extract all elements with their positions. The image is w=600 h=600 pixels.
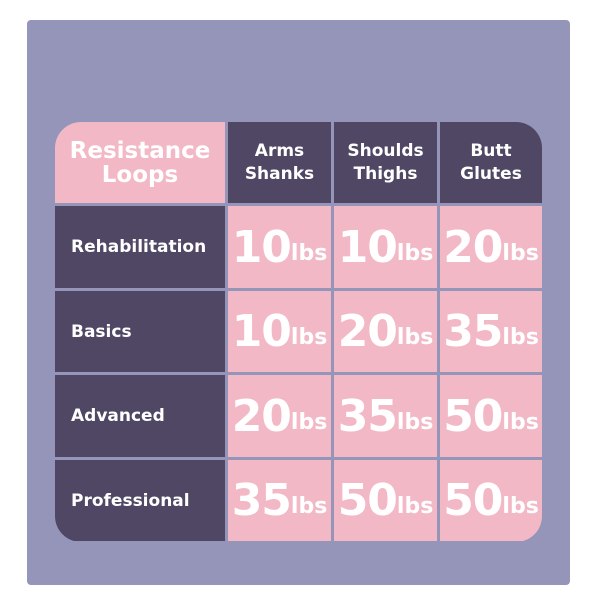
header-text: Butt <box>470 140 512 161</box>
value-unit: lbs <box>396 410 434 435</box>
row-header: Rehabilitation <box>55 206 225 288</box>
value-unit: lbs <box>396 325 434 350</box>
column-header: Arms Shanks <box>228 122 331 203</box>
value-cell: 50 lbs <box>334 460 437 541</box>
value-number: 50 <box>443 475 503 526</box>
value-cell: 35 lbs <box>440 291 542 372</box>
value-unit: lbs <box>290 494 328 519</box>
value-unit: lbs <box>502 410 539 435</box>
value-number: 50 <box>443 390 503 442</box>
value-cell: 50 lbs <box>440 375 542 457</box>
value-unit: lbs <box>290 325 328 350</box>
header-text: Shanks <box>244 163 315 184</box>
value-cell: 20 lbs <box>228 375 331 457</box>
corner-header: Resistance Loops <box>55 122 225 203</box>
header-text: Arms <box>254 140 305 161</box>
column-header: Butt Glutes <box>440 122 542 203</box>
value-unit: lbs <box>502 494 539 519</box>
value-unit: lbs <box>396 241 434 266</box>
value-number: 35 <box>337 390 398 442</box>
value-cell: 35 lbs <box>334 375 437 457</box>
value-number: 20 <box>231 390 292 442</box>
value-number: 35 <box>231 475 292 526</box>
value-cell: 10 lbs <box>228 206 331 288</box>
value-number: 20 <box>443 221 503 273</box>
column-header: Shoulds Thighs <box>334 122 437 203</box>
value-cell: 10 lbs <box>228 291 331 372</box>
value-cell: 20 lbs <box>334 291 437 372</box>
header-text: Loops <box>101 161 179 188</box>
row-header: Advanced <box>55 375 225 457</box>
value-cell: 10 lbs <box>334 206 437 288</box>
header-text: Resistance <box>69 137 211 164</box>
header-text: Thighs <box>353 163 418 184</box>
value-number: 20 <box>337 306 398 357</box>
value-unit: lbs <box>290 410 328 435</box>
header-text: Glutes <box>460 163 522 184</box>
value-number: 10 <box>231 306 292 357</box>
value-unit: lbs <box>502 241 539 266</box>
value-unit: lbs <box>502 325 539 350</box>
value-number: 10 <box>337 221 398 273</box>
value-cell: 20 lbs <box>440 206 542 288</box>
value-unit: lbs <box>396 494 434 519</box>
value-cell: 50 lbs <box>440 460 542 541</box>
value-cell: 35 lbs <box>228 460 331 541</box>
row-header: Basics <box>55 291 225 372</box>
value-number: 10 <box>231 221 292 273</box>
value-number: 35 <box>443 306 503 357</box>
value-number: 50 <box>337 475 398 526</box>
row-header: Professional <box>55 460 225 541</box>
value-unit: lbs <box>290 241 328 266</box>
header-text: Shoulds <box>347 140 424 161</box>
resistance-table: Resistance Loops Arms Shanks Shoulds Thighs Bu… <box>55 122 542 542</box>
